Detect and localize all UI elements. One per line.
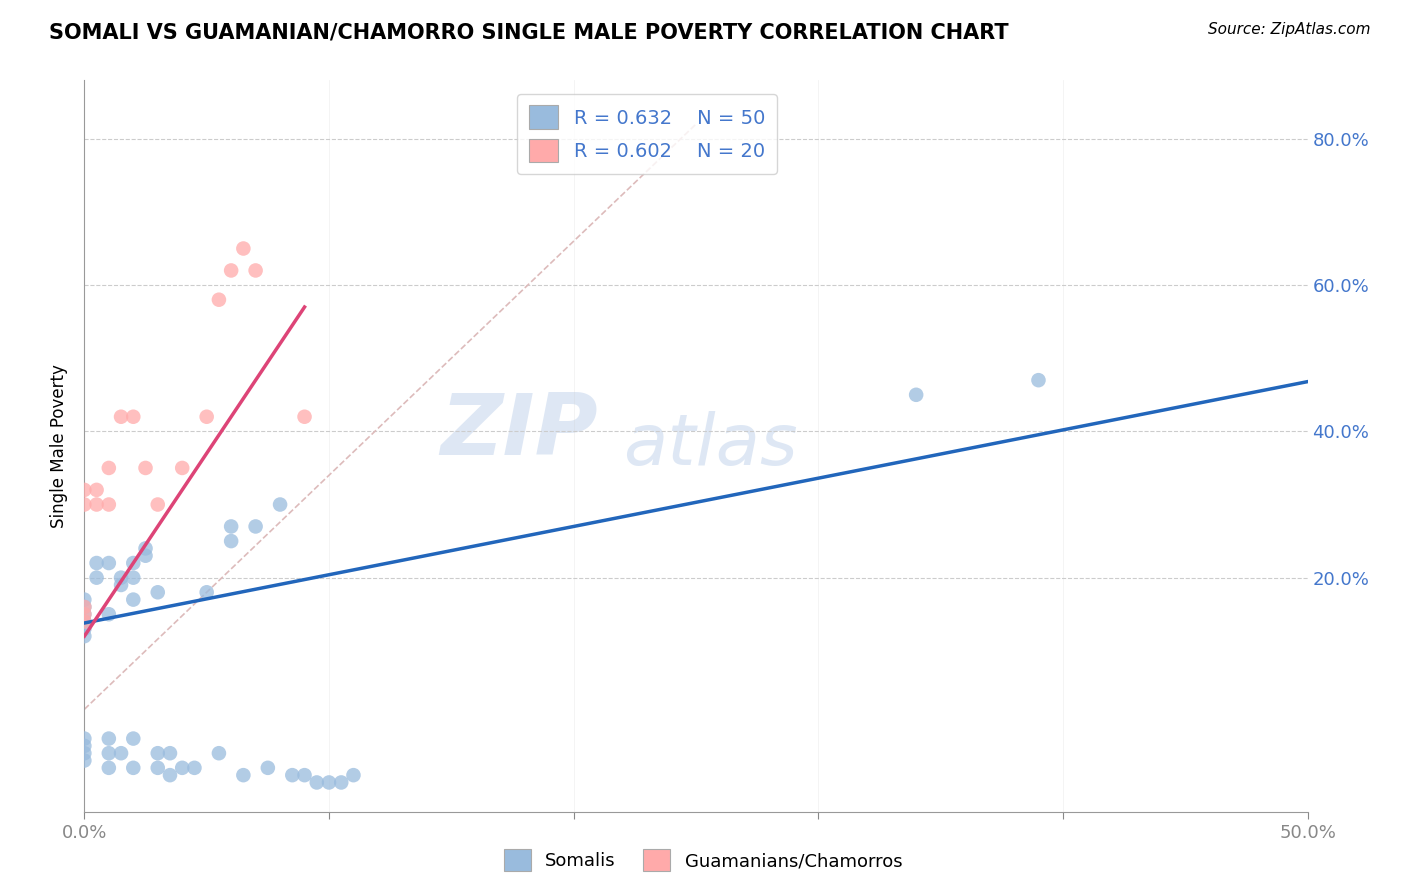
Text: atlas: atlas <box>623 411 797 481</box>
Point <box>86 498 108 512</box>
Point <box>183 761 205 775</box>
Point <box>135 549 157 563</box>
Point <box>281 768 304 782</box>
Legend: Somalis, Guamanians/Chamorros: Somalis, Guamanians/Chamorros <box>496 842 910 879</box>
Text: Source: ZipAtlas.com: Source: ZipAtlas.com <box>1208 22 1371 37</box>
Point <box>73 483 96 497</box>
Point <box>122 761 145 775</box>
Point <box>172 461 194 475</box>
Point <box>73 629 96 643</box>
Point <box>86 483 108 497</box>
Point <box>219 263 242 277</box>
Point <box>195 409 218 424</box>
Point <box>73 607 96 622</box>
Point <box>97 498 120 512</box>
Point <box>195 585 218 599</box>
Point <box>97 761 120 775</box>
Point <box>73 615 96 629</box>
Point <box>86 556 108 570</box>
Point <box>110 578 132 592</box>
Point <box>135 461 157 475</box>
Point <box>110 571 132 585</box>
Point <box>146 746 169 760</box>
Point <box>73 754 96 768</box>
Point <box>97 607 120 622</box>
Point <box>318 775 340 789</box>
Point <box>73 498 96 512</box>
Point <box>97 746 120 760</box>
Point <box>135 541 157 556</box>
Point <box>122 556 145 570</box>
Point <box>232 242 254 256</box>
Point <box>257 761 280 775</box>
Point <box>73 731 96 746</box>
Point <box>97 461 120 475</box>
Point <box>208 293 231 307</box>
Point <box>146 585 169 599</box>
Point <box>73 607 96 622</box>
Point <box>146 498 169 512</box>
Point <box>219 534 242 549</box>
Point <box>172 761 194 775</box>
Point <box>159 746 181 760</box>
Point <box>269 498 291 512</box>
Point <box>73 592 96 607</box>
Point <box>122 571 145 585</box>
Point <box>122 731 145 746</box>
Text: ZIP: ZIP <box>440 390 598 473</box>
Point <box>146 761 169 775</box>
Legend: R = 0.632    N = 50, R = 0.602    N = 20: R = 0.632 N = 50, R = 0.602 N = 20 <box>517 94 776 174</box>
Point <box>97 556 120 570</box>
Point <box>330 775 353 789</box>
Point <box>294 768 316 782</box>
Point <box>1028 373 1050 387</box>
Point <box>73 599 96 614</box>
Point <box>342 768 364 782</box>
Y-axis label: Single Male Poverty: Single Male Poverty <box>51 364 69 528</box>
Point <box>219 519 242 533</box>
Point <box>86 571 108 585</box>
Point <box>208 746 231 760</box>
Point <box>110 746 132 760</box>
Point <box>73 622 96 636</box>
Point <box>73 746 96 760</box>
Point <box>73 739 96 753</box>
Point <box>245 263 267 277</box>
Point <box>73 599 96 614</box>
Point <box>245 519 267 533</box>
Point <box>73 615 96 629</box>
Point <box>305 775 328 789</box>
Point <box>110 409 132 424</box>
Text: SOMALI VS GUAMANIAN/CHAMORRO SINGLE MALE POVERTY CORRELATION CHART: SOMALI VS GUAMANIAN/CHAMORRO SINGLE MALE… <box>49 22 1010 42</box>
Point <box>159 768 181 782</box>
Point <box>294 409 316 424</box>
Point <box>122 592 145 607</box>
Point <box>905 388 928 402</box>
Point <box>122 409 145 424</box>
Point <box>232 768 254 782</box>
Point <box>97 731 120 746</box>
